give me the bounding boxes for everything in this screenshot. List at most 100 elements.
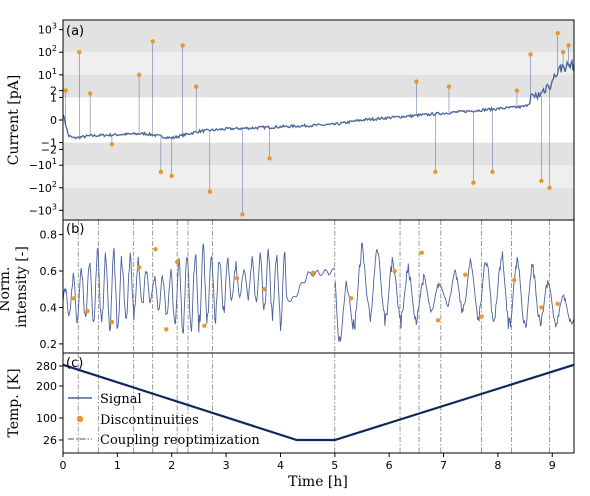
- current-discontinuity-point: [267, 156, 272, 161]
- band-neg-3: [63, 187, 574, 220]
- panel-b-ylabel-line1: Norm.: [0, 267, 13, 312]
- intensity-discontinuity-point: [419, 250, 424, 255]
- current-signal-line: [63, 58, 574, 140]
- yaxis-b-tick-label: 0.4: [40, 301, 58, 314]
- yaxis-a-tick-label: −103: [29, 202, 57, 217]
- intensity-line-segment-1: [63, 243, 335, 334]
- intensity-discontinuity-point: [174, 259, 180, 265]
- current-discontinuity-point: [528, 52, 533, 57]
- band-neg-0: [63, 120, 574, 143]
- yaxis-a-tick-label: 0: [50, 114, 57, 127]
- current-discontinuity-point: [150, 39, 155, 44]
- temperature-line: [63, 363, 574, 442]
- legend-discontinuities-label: Discontinuities: [100, 413, 199, 428]
- panel-b-ylabel: Norm. intensity [-]: [0, 246, 30, 328]
- panel-b-label: (b): [66, 222, 84, 237]
- band-pos-2: [63, 52, 574, 75]
- temperature-series: [63, 363, 574, 442]
- current-discontinuity-point: [414, 79, 419, 84]
- intensity-discontinuity-point: [164, 327, 169, 332]
- current-discontinuity-point: [87, 91, 93, 96]
- yaxis-c-tick-label: 280: [36, 360, 57, 373]
- symlog-bands: [63, 20, 574, 220]
- yaxis-a-tick-label: 102: [38, 44, 57, 59]
- current-discontinuity-point: [240, 212, 245, 217]
- current-discontinuity-point: [109, 142, 115, 147]
- band-pos-1: [63, 74, 574, 98]
- legend: Signal Discontinuities Coupling reoptimi…: [68, 392, 260, 448]
- yaxis-a-tick-label: 103: [38, 22, 57, 37]
- intensity-discontinuity-point: [435, 318, 441, 323]
- current-discontinuity-point: [446, 84, 452, 89]
- current-discontinuity-point: [169, 173, 174, 179]
- reoptimization-lines-b: [77, 220, 550, 353]
- current-discontinuity-point: [158, 169, 164, 175]
- band-neg-1: [63, 142, 574, 166]
- current-discontinuity-point: [514, 88, 520, 93]
- intensity-discontinuity-point: [512, 277, 517, 283]
- current-discontinuity-point: [555, 30, 560, 36]
- xaxis-tick-label: 3: [223, 459, 230, 472]
- xaxis-tick-label: 6: [386, 459, 393, 472]
- yaxis-c-tick-label: 26: [43, 434, 57, 447]
- yaxis-a-tick-label: −102: [29, 180, 57, 195]
- xaxis-tick-label: 4: [277, 459, 284, 472]
- panel-b-ylabel-line2: intensity [-]: [14, 246, 30, 328]
- current-series: [63, 30, 574, 217]
- yaxis-a-tick-label: 2: [50, 85, 57, 98]
- panel-b-frame: [62, 219, 575, 354]
- xaxis-tick-label: 2: [168, 459, 175, 472]
- panel-c-frame: [62, 352, 575, 454]
- intensity-discontinuity-point: [555, 301, 560, 307]
- legend-reopt-label: Coupling reoptimization: [100, 433, 260, 448]
- panel-a-current: 103 102 101 21 0 −1−2−101 −102 −103 (a) Current…: [6, 19, 575, 221]
- yaxis-b-tick-label: 0.8: [40, 229, 58, 242]
- current-discontinuity-point: [207, 189, 212, 194]
- current-discontinuity-point: [180, 43, 185, 48]
- reoptimization-lines-c: [77, 353, 550, 453]
- panel-c-yticks: 26 100 200 280: [36, 360, 63, 447]
- yaxis-b-tick-label: 0.2: [40, 338, 58, 351]
- xaxis-tick-label: 1: [114, 459, 121, 472]
- intensity-discontinuity-point: [109, 319, 115, 325]
- current-discontinuity-point: [136, 72, 142, 78]
- intensity-discontinuity-point: [310, 270, 316, 276]
- intensity-discontinuity-point: [153, 246, 158, 252]
- intensity-discontinuity-point: [234, 276, 240, 281]
- yaxis-c-tick-label: 100: [36, 412, 57, 425]
- yaxis-a-tick-label: −2: [41, 143, 57, 156]
- panel-a-label: (a): [66, 24, 84, 39]
- current-discontinuity-point: [560, 50, 566, 55]
- current-discontinuity-point: [433, 169, 438, 175]
- legend-signal-label: Signal: [100, 392, 142, 407]
- xaxis-tick-label: 8: [494, 459, 501, 472]
- intensity-discontinuity-point: [71, 296, 77, 301]
- panel-a-yticks: 103 102 101 21 0 −1−2−101 −102 −103: [29, 22, 63, 217]
- yaxis-b-tick-label: 0.6: [40, 265, 58, 278]
- xaxis-tick-label: 9: [549, 459, 556, 472]
- yaxis-a-tick-label: 1: [50, 91, 57, 104]
- current-discontinuity-point: [547, 185, 552, 190]
- yaxis-a-tick-label: −1: [41, 137, 57, 150]
- xaxis-tick-label: 7: [440, 459, 447, 472]
- intensity-series: [63, 242, 574, 342]
- intensity-line-segment-2: [334, 242, 574, 342]
- current-discontinuity-point: [63, 88, 68, 93]
- current-discontinuity-point: [490, 169, 495, 175]
- x-axis-ticks: 0 1 2 3 4 5 6 7 8 9: [60, 453, 556, 472]
- yaxis-c-tick-label: 200: [36, 380, 57, 393]
- panel-c-ylabel: Temp. [K]: [6, 368, 22, 437]
- current-discontinuity-point: [539, 178, 544, 184]
- intensity-discontinuity-point: [136, 265, 142, 270]
- legend-discontinuities-swatch: [76, 415, 84, 423]
- xaxis-tick-label: 5: [331, 459, 338, 472]
- yaxis-a-tick-label: −101: [29, 157, 57, 172]
- current-discontinuity-point: [471, 180, 476, 185]
- current-discontinuity-point: [566, 43, 571, 48]
- current-discontinuity-point: [193, 84, 199, 89]
- panel-c-label: (c): [66, 356, 83, 371]
- panel-c-temperature: 26 100 200 280 0 1 2 3 4 5 6 7 8 9 (c) Temp. [K] Tim…: [6, 352, 575, 490]
- intensity-discontinuity-point: [85, 308, 90, 314]
- intensity-discontinuity-point: [392, 268, 397, 274]
